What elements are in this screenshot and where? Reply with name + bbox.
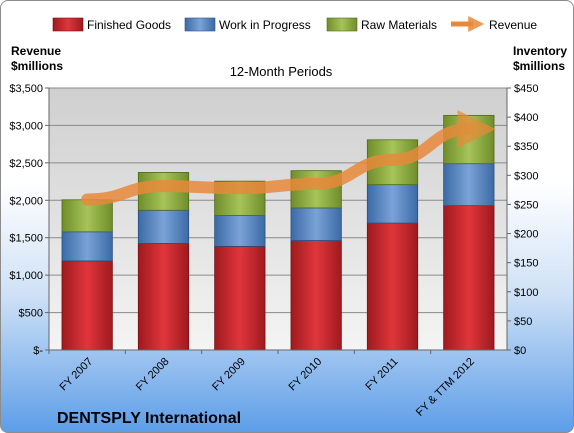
right-axis-title-line2: $millions [513, 59, 565, 73]
revenue-line [81, 109, 496, 206]
legend-item-raw-materials: Raw Materials [326, 17, 437, 32]
legend-item-revenue: Revenue [451, 15, 537, 33]
bar-work-in-progress [137, 209, 190, 244]
right-tick-label: $200 [514, 229, 538, 241]
left-tick-label: $500 [19, 308, 43, 320]
bar-finished-goods [137, 243, 190, 351]
bar-work-in-progress [290, 207, 342, 241]
right-tick-label: $150 [514, 258, 538, 270]
legend-label-work-in-progress: Work in Progress [219, 18, 311, 32]
left-tick-label: $2,000 [9, 195, 43, 207]
right-tick-label: $0 [514, 345, 526, 357]
right-tick-label: $300 [514, 170, 538, 182]
x-tick-label: FY 2008 [134, 356, 172, 394]
legend-label-finished-goods: Finished Goods [87, 18, 171, 32]
bar-finished-goods [290, 240, 342, 351]
x-tick-label: FY & TTM 2012 [414, 356, 477, 419]
legend-label-revenue: Revenue [489, 18, 537, 32]
right-axis-title-line1: Inventory [513, 44, 567, 58]
bar-work-in-progress [61, 231, 113, 262]
x-tick-label: FY 2009 [210, 356, 248, 394]
bar-raw-materials [443, 114, 495, 165]
bar-work-in-progress [366, 184, 419, 224]
x-tick-label: FY 2010 [287, 356, 325, 394]
left-tick-label: $- [33, 345, 43, 357]
x-axis-ticks: FY 2007 FY 2008 FY 2009 FY 2010 FY 2011 FY & … [48, 350, 477, 419]
left-tick-label: $1,500 [9, 233, 43, 245]
legend-item-work-in-progress: Work in Progress [184, 17, 311, 32]
bar-finished-goods [443, 205, 495, 351]
left-tick-label: $1,000 [9, 270, 43, 282]
bar-finished-goods [366, 222, 419, 351]
left-tick-label: $3,500 [9, 83, 43, 95]
bars [61, 114, 495, 351]
left-tick-label: $3,000 [9, 120, 43, 132]
right-axis-ticks: $0 $50 $100 $150 $200 $250 $300 $350 $400 $450 [506, 83, 538, 357]
plot-area [49, 88, 507, 350]
bar-finished-goods [214, 245, 266, 351]
right-tick-label: $400 [514, 112, 538, 124]
right-tick-label: $50 [514, 316, 532, 328]
legend-swatch-raw-materials [326, 17, 358, 32]
left-axis-title-line2: $millions [11, 59, 63, 73]
right-tick-label: $250 [514, 199, 538, 211]
bar-work-in-progress [214, 215, 266, 247]
left-tick-label: $2,500 [9, 158, 43, 170]
legend: Finished Goods Work in Progress Raw Mate… [52, 15, 537, 33]
left-axis-title-line1: Revenue [11, 44, 61, 58]
bar-finished-goods [61, 260, 113, 351]
legend-swatch-work-in-progress [184, 17, 216, 32]
chart-title: 12-Month Periods [230, 64, 333, 79]
right-tick-label: $450 [514, 83, 538, 95]
x-tick-label: FY 2007 [58, 356, 96, 394]
right-tick-label: $100 [514, 287, 538, 299]
right-tick-label: $350 [514, 141, 538, 153]
company-name: DENTSPLY International [57, 410, 241, 427]
bar-work-in-progress [443, 163, 495, 207]
revenue-line-layer [81, 109, 496, 206]
x-tick-label: FY 2011 [363, 356, 400, 393]
legend-item-finished-goods: Finished Goods [52, 17, 171, 32]
legend-swatch-finished-goods [52, 17, 84, 32]
legend-label-raw-materials: Raw Materials [361, 18, 437, 32]
